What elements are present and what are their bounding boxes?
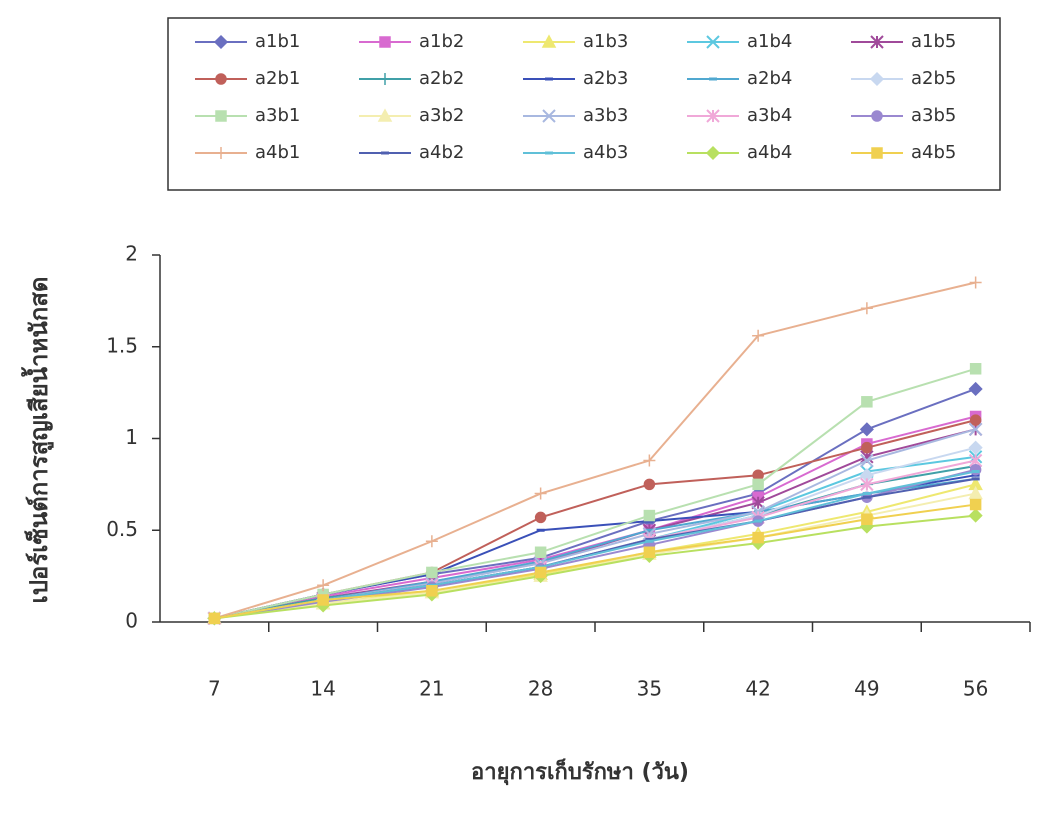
legend-label: a3b1 xyxy=(255,105,300,126)
legend-label: a3b4 xyxy=(747,105,792,126)
legend-label: a1b2 xyxy=(419,31,464,52)
x-tick-label: 56 xyxy=(963,677,988,701)
x-tick-label: 35 xyxy=(637,677,662,701)
legend-label: a3b5 xyxy=(911,105,956,126)
marker xyxy=(862,397,872,407)
marker xyxy=(644,479,654,489)
marker xyxy=(971,500,981,510)
legend-label: a2b2 xyxy=(419,68,464,89)
legend-label: a2b3 xyxy=(583,68,628,89)
marker xyxy=(862,443,872,453)
marker xyxy=(536,512,546,522)
marker xyxy=(861,302,873,314)
legend-label: a4b4 xyxy=(747,142,792,163)
marker xyxy=(644,511,654,521)
legend-marker xyxy=(872,148,882,158)
marker xyxy=(426,535,438,547)
legend-label: a1b3 xyxy=(583,31,628,52)
legend-label: a3b3 xyxy=(583,105,628,126)
marker xyxy=(536,547,546,557)
marker xyxy=(427,586,437,596)
legend-label: a1b4 xyxy=(747,31,792,52)
chart: เปอร์เซ็นต์การสูญเสียน้ำหนักสด อายุการเก… xyxy=(0,0,1038,819)
x-tick-label: 49 xyxy=(854,677,879,701)
legend-marker xyxy=(216,74,226,84)
marker xyxy=(862,514,872,524)
x-axis-label: อายุการเก็บรักษา (วัน) xyxy=(471,757,689,786)
legend-marker xyxy=(216,111,226,121)
legend-marker xyxy=(872,111,882,121)
legend-label: a4b5 xyxy=(911,142,956,163)
marker xyxy=(970,510,982,522)
legend-label: a3b2 xyxy=(419,105,464,126)
marker xyxy=(971,415,981,425)
y-tick-label: 2 xyxy=(125,242,138,266)
marker xyxy=(970,383,982,395)
marker xyxy=(536,567,546,577)
marker xyxy=(861,423,873,435)
marker xyxy=(970,277,982,289)
marker xyxy=(644,547,654,557)
x-tick-label: 28 xyxy=(528,677,553,701)
legend-label: a4b2 xyxy=(419,142,464,163)
legend-label: a1b1 xyxy=(255,31,300,52)
y-tick-label: 0 xyxy=(125,609,138,633)
legend-label: a2b4 xyxy=(747,68,792,89)
x-tick-label: 14 xyxy=(310,677,335,701)
legend-label: a4b3 xyxy=(583,142,628,163)
y-axis-label: เปอร์เซ็นต์การสูญเสียน้ำหนักสด xyxy=(20,276,54,603)
marker xyxy=(971,364,981,374)
legend-label: a2b1 xyxy=(255,68,300,89)
y-tick-label: 0.5 xyxy=(106,517,138,541)
marker xyxy=(209,613,219,623)
legend-marker xyxy=(380,37,390,47)
x-tick-label: 21 xyxy=(419,677,444,701)
x-tick-label: 7 xyxy=(208,677,221,701)
marker xyxy=(753,479,763,489)
y-tick-label: 1 xyxy=(125,425,138,449)
x-tick-label: 42 xyxy=(745,677,770,701)
y-tick-label: 1.5 xyxy=(106,333,138,357)
legend-label: a1b5 xyxy=(911,31,956,52)
marker xyxy=(753,533,763,543)
marker xyxy=(427,567,437,577)
marker xyxy=(318,595,328,605)
marker xyxy=(535,488,547,500)
legend-label: a2b5 xyxy=(911,68,956,89)
legend-label: a4b1 xyxy=(255,142,300,163)
